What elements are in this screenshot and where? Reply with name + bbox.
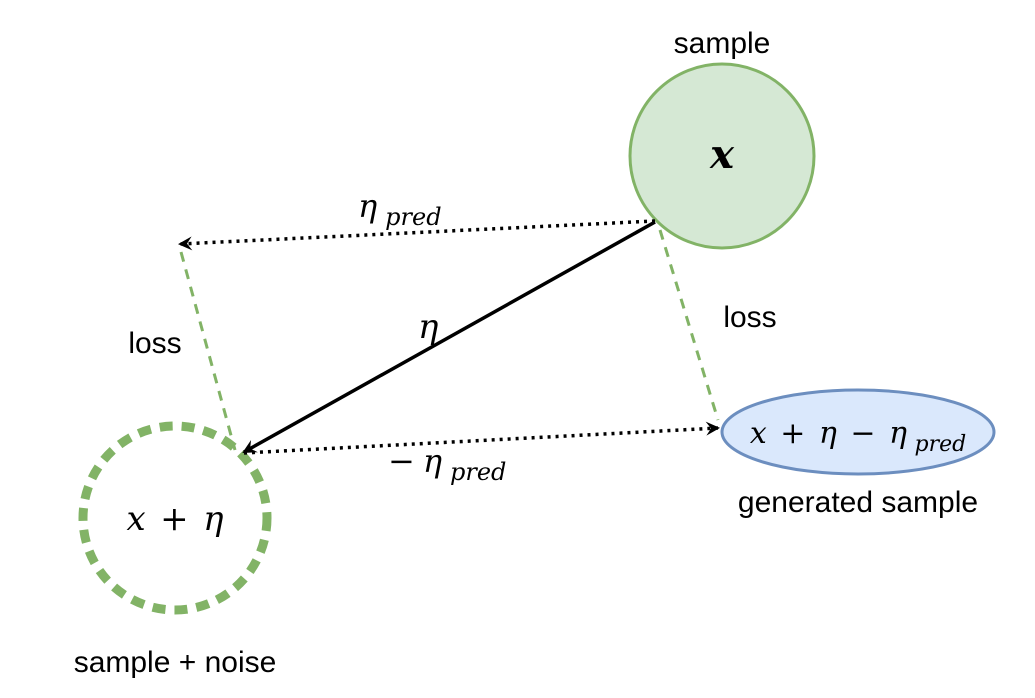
noisy-sample-circle	[78, 421, 272, 615]
neg-eta-pred-eta: η	[423, 442, 442, 480]
gen-x: x	[750, 416, 767, 451]
generated-sample-ellipse	[720, 388, 996, 476]
neg-eta-pred-sub: pred	[450, 458, 506, 486]
gen-minus: −	[850, 416, 875, 451]
neg-eta-pred-label: − η pred	[388, 442, 506, 486]
sample-node: x	[628, 62, 816, 250]
eta-pred-sub: pred	[385, 203, 441, 231]
sample-label: sample	[674, 27, 771, 60]
eta-pred-label: η pred	[358, 187, 442, 231]
noisy-sample-node: x + η	[78, 421, 272, 615]
gen-eta: η	[819, 416, 837, 451]
loss-label-right: loss	[723, 301, 776, 334]
sample-noise-label: sample + noise	[74, 646, 277, 679]
gen-pred: pred	[914, 432, 966, 457]
loss-line-left	[179, 251, 237, 451]
gen-plus: +	[780, 416, 805, 451]
gen-eta2: η	[889, 416, 907, 451]
noisy-node-math: x + η	[126, 499, 224, 539]
noisy-eta: η	[203, 499, 224, 539]
sample-circle	[628, 62, 816, 250]
loss-line-right	[658, 229, 720, 421]
generated-node-math: x + η − η pred	[750, 416, 966, 457]
sample-node-math: x	[709, 131, 735, 178]
generated-sample-node: x + η − η pred	[720, 388, 996, 476]
noisy-plus: +	[160, 499, 189, 539]
generated-sample-label: generated sample	[738, 486, 978, 519]
noisy-x: x	[126, 499, 145, 539]
neg-eta-pred-minus: −	[388, 442, 415, 480]
neg-eta-pred-arrow	[243, 421, 720, 455]
eta-arrow	[242, 220, 656, 454]
eta-pred-eta: η	[358, 187, 377, 225]
eta-label: η	[418, 307, 439, 347]
loss-label-left: loss	[128, 327, 181, 360]
